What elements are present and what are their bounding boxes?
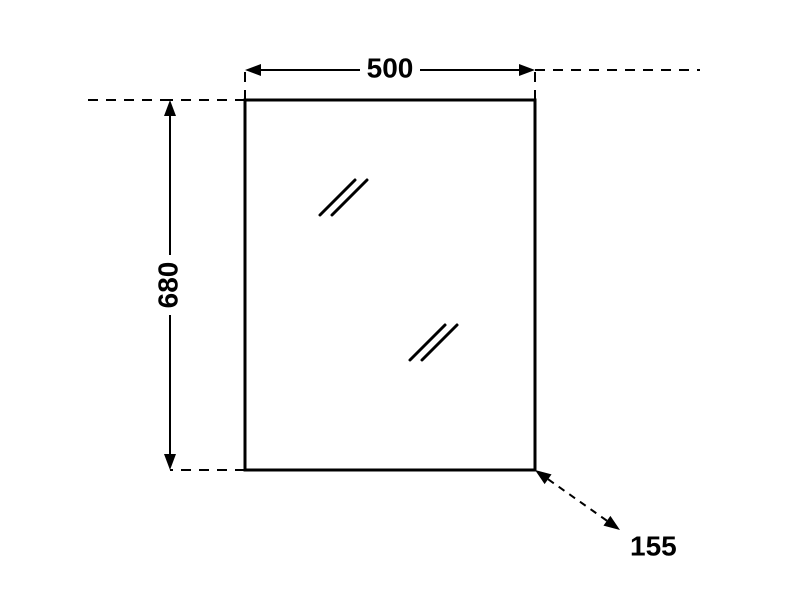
dim-value-depth: 155 bbox=[630, 530, 677, 561]
dim-value-height: 680 bbox=[152, 262, 183, 309]
dimension-drawing: 500 680 155 bbox=[0, 0, 800, 600]
glass-panel bbox=[245, 100, 535, 470]
dim-value-width: 500 bbox=[367, 52, 414, 83]
dim-line-depth bbox=[548, 479, 607, 521]
